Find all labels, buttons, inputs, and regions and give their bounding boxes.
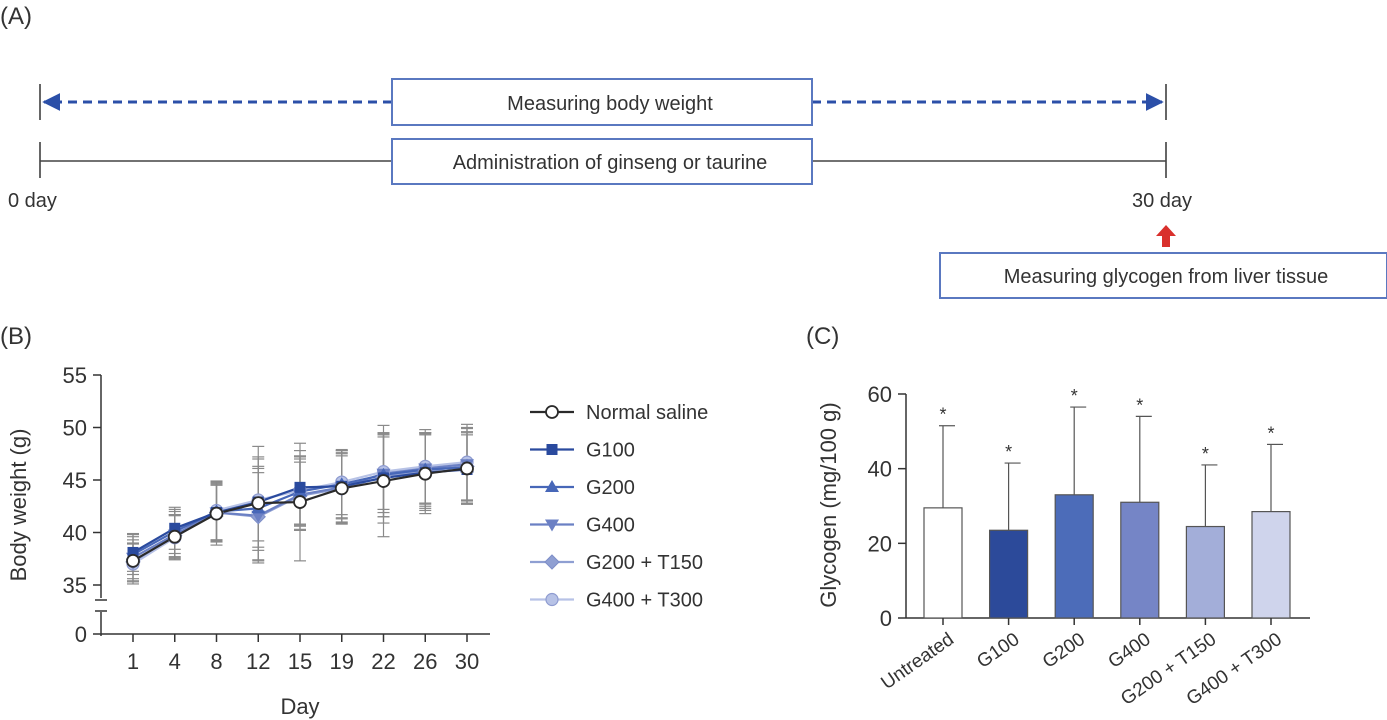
- start-day-label: 0 day: [8, 190, 57, 212]
- y-tick-label: 60: [868, 382, 892, 407]
- data-point: [127, 546, 139, 558]
- y-tick-label: 20: [868, 531, 892, 556]
- x-tick-label: G200: [1039, 629, 1089, 673]
- data-point: [418, 466, 433, 481]
- administration-box: [391, 138, 813, 185]
- y-axis-title: Body weight (g): [6, 429, 31, 582]
- administration-label: Administration of ginseng or taurine: [453, 152, 768, 174]
- data-point: [209, 506, 224, 521]
- x-axis-title: Day: [280, 694, 319, 719]
- bar-chart: 0 20 40 60 Glycogen (mg/100 g) * Untreated * G10…: [816, 382, 1310, 710]
- data-point: [251, 510, 266, 523]
- legend-marker: [546, 444, 558, 455]
- panel-a: (A) Measuring body weight Administration…: [0, 3, 1387, 299]
- bar: [1185, 525, 1226, 619]
- legend-marker: [545, 405, 559, 419]
- y-tick-label: 40: [868, 457, 892, 482]
- measure-body-weight-label: Measuring body weight: [507, 93, 713, 115]
- x-tick-label: 1: [127, 649, 139, 674]
- x-tick-label: G100: [973, 629, 1023, 673]
- x-tick-label: 12: [246, 649, 270, 674]
- legend-marker: [544, 554, 560, 570]
- x-tick-label: 8: [210, 649, 222, 674]
- measure-body-weight-box: [391, 78, 813, 126]
- significance-star: *: [1202, 444, 1209, 464]
- line-chart: 0 35 40 45 50 55 1 4 8 12 15 19 22 26 30 Day Body weight…: [6, 363, 708, 719]
- significance-star: *: [1005, 442, 1012, 462]
- y-tick-label: 35: [63, 573, 87, 598]
- data-point: [334, 481, 349, 496]
- panel-b-label: (B): [0, 323, 32, 350]
- bar: [988, 529, 1029, 619]
- data-point: [167, 529, 182, 544]
- bar: [1251, 511, 1291, 619]
- y-tick-label: 0: [75, 622, 87, 647]
- significance-star: *: [1136, 395, 1143, 415]
- data-point: [251, 496, 266, 511]
- y-axis-title: Glycogen (mg/100 g): [816, 402, 841, 607]
- y-tick-label: 55: [63, 363, 87, 388]
- x-tick-label: 4: [169, 649, 181, 674]
- legend-label: G200 + T150: [586, 552, 703, 574]
- data-point: [376, 474, 391, 488]
- y-tick-label: 50: [63, 416, 87, 441]
- glycogen-box-label: Measuring glycogen from liver tissue: [1004, 266, 1329, 288]
- bar: [1120, 501, 1160, 619]
- data-point: [293, 495, 307, 509]
- bar: [1054, 494, 1094, 619]
- y-tick-label: 0: [880, 606, 892, 631]
- data-point: [294, 481, 306, 493]
- legend-label: Normal saline: [586, 402, 708, 424]
- x-tick-label: 26: [413, 649, 437, 674]
- legend-label: G400 + T300: [586, 590, 703, 612]
- x-tick-label: Untreated: [877, 629, 957, 694]
- y-tick-label: 45: [63, 468, 87, 493]
- data-point: [126, 553, 140, 568]
- panel-c: (C) 0 20 40 60 Glycogen (mg/100 g) * Untreated…: [806, 323, 1310, 710]
- x-tick-label: 30: [455, 649, 479, 674]
- legend-label: G100: [586, 440, 635, 462]
- glycogen-box: [939, 252, 1387, 299]
- legend-marker: [545, 519, 559, 532]
- data-point: [169, 522, 181, 534]
- legend-label: G400: [586, 515, 635, 537]
- legend-marker: [545, 480, 559, 492]
- legend-label: G200: [586, 477, 635, 499]
- significance-star: *: [1267, 423, 1274, 443]
- panel-b: (B) 0 35 40 45 50 55 1 4 8 12 15 19 22 26 30 Day Body we…: [0, 323, 708, 719]
- significance-star: *: [1071, 386, 1078, 406]
- bar: [923, 507, 963, 619]
- end-day-label: 30 day: [1132, 190, 1192, 212]
- legend-marker: [545, 592, 559, 607]
- red-up-arrow: [1156, 225, 1176, 247]
- x-tick-label: 22: [371, 649, 395, 674]
- significance-star: *: [939, 405, 946, 425]
- x-tick-label: 15: [288, 649, 312, 674]
- y-tick-label: 40: [63, 521, 87, 546]
- x-tick-label: 19: [330, 649, 354, 674]
- panel-c-label: (C): [806, 323, 839, 350]
- panel-a-label: (A): [0, 3, 32, 30]
- x-tick-label: G400: [1105, 629, 1155, 673]
- data-point: [460, 461, 474, 476]
